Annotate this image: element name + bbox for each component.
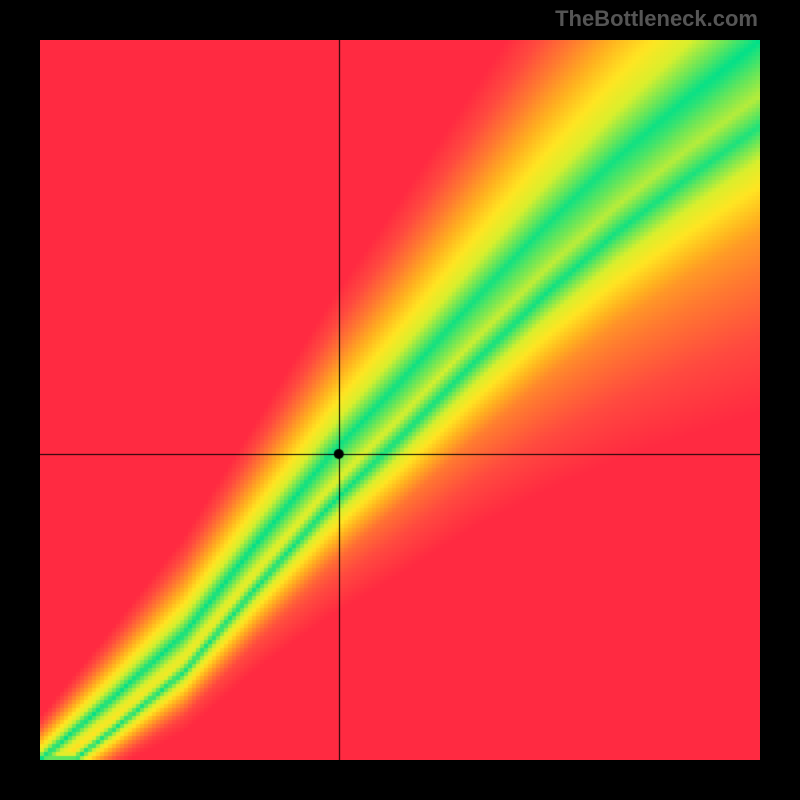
bottleneck-heatmap: [40, 40, 760, 760]
watermark-text: TheBottleneck.com: [555, 6, 758, 32]
chart-container: TheBottleneck.com: [0, 0, 800, 800]
